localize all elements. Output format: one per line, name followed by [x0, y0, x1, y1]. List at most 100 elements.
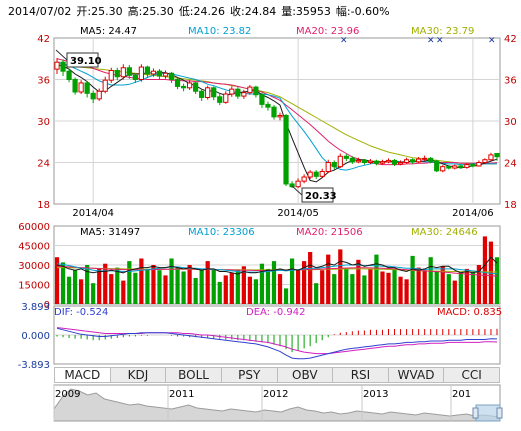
- volume-bar: [476, 265, 482, 304]
- candle-body: [66, 70, 72, 80]
- volume-bar: [368, 268, 373, 304]
- price-legend-ma20: MA20: 23.96: [296, 26, 359, 37]
- volume-bar: [259, 263, 265, 304]
- tab-wvad[interactable]: WVAD: [389, 368, 445, 382]
- candle-body: [446, 166, 452, 169]
- y-tick-label: 15000: [18, 281, 50, 292]
- candle-body: [422, 157, 428, 160]
- candle-body: [319, 170, 325, 177]
- quote-date: 2014/07/02: [8, 5, 72, 18]
- quote-close: 收:24.84: [230, 5, 277, 18]
- volume-bar: [241, 266, 246, 304]
- tab-obv[interactable]: OBV: [278, 368, 334, 382]
- macd-panel: 3.893 0.000 -3.893: [18, 302, 501, 371]
- candle-body: [416, 158, 422, 163]
- overview-range-selector: [475, 404, 501, 422]
- candle-body: [379, 161, 386, 164]
- candle-body: [488, 154, 494, 161]
- y-tick-label: 0: [44, 300, 50, 311]
- ma20-line: [56, 58, 498, 166]
- candle-body: [313, 171, 319, 177]
- event-marker-icon: ✕: [427, 36, 435, 46]
- volume-bar: [283, 288, 289, 304]
- y-tick-label: 18: [37, 200, 50, 211]
- overview-right-handle: [496, 407, 503, 419]
- tab-cci[interactable]: CCI: [461, 368, 482, 382]
- volume-bar: [374, 254, 379, 304]
- quote-change: 幅:-0.60%: [335, 5, 390, 18]
- volume-bar: [181, 271, 186, 304]
- tab-psy[interactable]: PSY: [222, 368, 278, 382]
- volume-bar: [434, 271, 439, 304]
- volume-bar: [295, 270, 301, 304]
- y-tick-label-right: 18: [504, 200, 517, 211]
- candle-body: [72, 79, 78, 93]
- volume-bar: [187, 265, 192, 304]
- volume-bar: [440, 266, 445, 304]
- volume-bar: [79, 279, 84, 304]
- volume-bar: [428, 257, 433, 304]
- candle-body: [84, 82, 90, 94]
- volume-bar: [446, 274, 451, 304]
- volume-bar: [302, 261, 307, 304]
- candle-body: [168, 72, 175, 81]
- tab-boll[interactable]: BOLL: [166, 368, 222, 382]
- volume-bar: [422, 270, 427, 304]
- candle-body: [253, 86, 259, 96]
- candle-body: [385, 159, 392, 163]
- price-legend-ma10: MA10: 23.82: [188, 26, 251, 37]
- y-tick-label: 45000: [18, 242, 50, 253]
- candle-body: [301, 176, 307, 182]
- candle-body: [337, 155, 343, 168]
- y-tick-label: 30000: [18, 261, 50, 272]
- volume-bar: [121, 280, 126, 304]
- macd-legend-dea: DEA: -0.942: [246, 307, 305, 318]
- tab-rsi[interactable]: RSI: [333, 368, 389, 382]
- candle-body: [126, 67, 132, 76]
- event-marker-icon: ✕: [488, 36, 496, 46]
- volume-bar: [97, 268, 102, 304]
- volume-bar: [54, 257, 60, 304]
- y-tick-label-right: 24: [504, 159, 517, 170]
- volume-bar: [169, 258, 174, 304]
- dif-line: [56, 327, 498, 360]
- candle-body: [162, 72, 169, 77]
- volume-bar: [289, 258, 295, 304]
- candle-body: [205, 87, 211, 98]
- volume-bar: [163, 275, 168, 304]
- volume-bar: [151, 265, 156, 304]
- candle-body: [247, 86, 253, 94]
- volume-legend-ma10: MA10: 23306: [188, 227, 255, 238]
- y-tick-label: 3.893: [21, 302, 50, 313]
- volume-bar: [265, 268, 271, 304]
- candle-body: [211, 87, 217, 98]
- candle-body: [373, 160, 380, 164]
- candle-body: [156, 70, 163, 77]
- vol-ma5-line: [56, 256, 498, 275]
- candle-body: [78, 82, 84, 93]
- candle-body: [409, 159, 416, 163]
- y-tick-label: 42: [37, 34, 50, 45]
- volume-bar: [452, 280, 457, 304]
- candle-body: [361, 159, 368, 164]
- candle-body: [180, 85, 187, 89]
- overview-left-handle: [472, 407, 479, 419]
- volume-bar: [271, 261, 277, 304]
- candle-body: [265, 103, 271, 108]
- volume-bar: [326, 254, 331, 304]
- high-annotation-label: 39.10: [70, 56, 102, 67]
- candle-body: [458, 165, 464, 168]
- y-tick-label: 36: [37, 76, 50, 87]
- y-tick-label: 0.000: [21, 331, 50, 342]
- volume-bar: [60, 262, 66, 304]
- ma10-line: [56, 61, 498, 171]
- volume-legend-ma5: MA5: 31497: [80, 227, 140, 238]
- low-annotation-label: 20.33: [305, 191, 337, 202]
- tab-kdj[interactable]: KDJ: [111, 368, 167, 382]
- candle-body: [464, 164, 470, 168]
- volume-bar: [175, 267, 180, 304]
- candle-body: [428, 157, 434, 162]
- candle-body: [349, 157, 355, 163]
- tab-macd[interactable]: MACD: [55, 368, 111, 382]
- volume-bar: [72, 270, 78, 304]
